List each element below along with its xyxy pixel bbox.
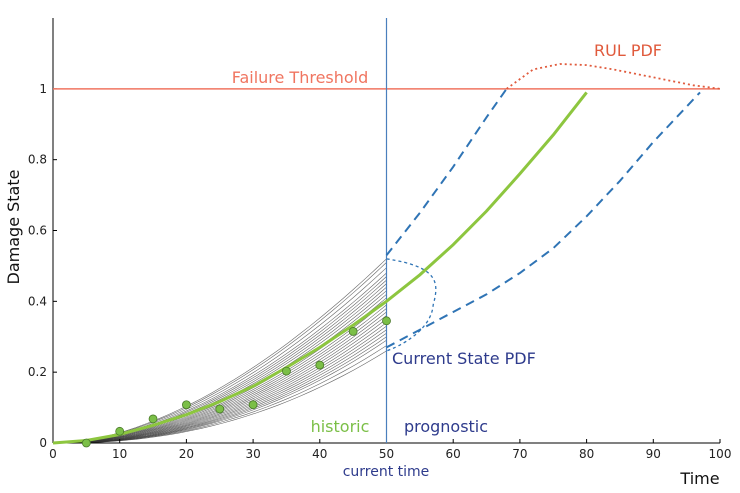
failure-threshold-label: Failure Threshold xyxy=(232,68,369,87)
observation-point xyxy=(215,404,225,414)
current-state-pdf-curve xyxy=(386,258,437,352)
rul-pdf-curve xyxy=(506,63,721,90)
y-tick-label: 0.6 xyxy=(28,224,47,238)
x-tick-label: 60 xyxy=(446,447,461,461)
historic-label: historic xyxy=(311,417,370,436)
observation-point xyxy=(115,426,125,436)
y-tick-label: 0.8 xyxy=(28,153,47,167)
x-tick-label: 30 xyxy=(245,447,260,461)
x-tick-label: 50 xyxy=(379,447,394,461)
x-tick-label: 80 xyxy=(579,447,594,461)
y-tick-label: 0 xyxy=(39,436,47,450)
x-tick-label: 40 xyxy=(312,447,327,461)
mean-estimate-line xyxy=(52,91,588,445)
observations xyxy=(81,316,391,448)
y-tick-label: 1 xyxy=(39,82,47,96)
x-tick-label: 70 xyxy=(512,447,527,461)
current-state-pdf-label: Current State PDF xyxy=(392,349,536,368)
observation-point xyxy=(382,316,391,326)
lower-bound-line xyxy=(386,91,701,349)
x-tick-label: 20 xyxy=(179,447,194,461)
y-tick-label: 0.2 xyxy=(28,365,47,379)
trajectory-ensemble xyxy=(59,258,387,444)
observation-point xyxy=(315,360,325,370)
upper-bound-line xyxy=(385,88,508,256)
y-tick-label: 0.4 xyxy=(28,294,47,308)
ticks: 0 10 20 30 40 50 60 70 80 90 100 0 0.2 0.4 0.6 0.8 1 xyxy=(28,82,732,461)
x-tick-label: 90 xyxy=(646,447,661,461)
observation-point xyxy=(181,400,191,410)
mean-estimate xyxy=(52,91,588,445)
observation-point xyxy=(81,438,91,448)
observation-point xyxy=(148,414,158,424)
current-time-label: current time xyxy=(343,464,430,480)
observation-point xyxy=(282,366,291,376)
observation-point xyxy=(248,400,258,410)
prognostic-label: prognostic xyxy=(404,417,488,436)
x-axis-title: Time xyxy=(679,469,719,488)
rul-pdf-label: RUL PDF xyxy=(594,41,662,60)
observation-point xyxy=(348,327,358,336)
reference-lines xyxy=(53,18,720,443)
prediction-bounds xyxy=(385,63,721,352)
y-axis-title: Damage State xyxy=(4,170,23,285)
x-tick-label: 100 xyxy=(709,447,732,461)
ensemble-trajectory xyxy=(59,262,387,444)
x-tick-label: 10 xyxy=(112,447,127,461)
x-tick-label: 0 xyxy=(49,447,57,461)
